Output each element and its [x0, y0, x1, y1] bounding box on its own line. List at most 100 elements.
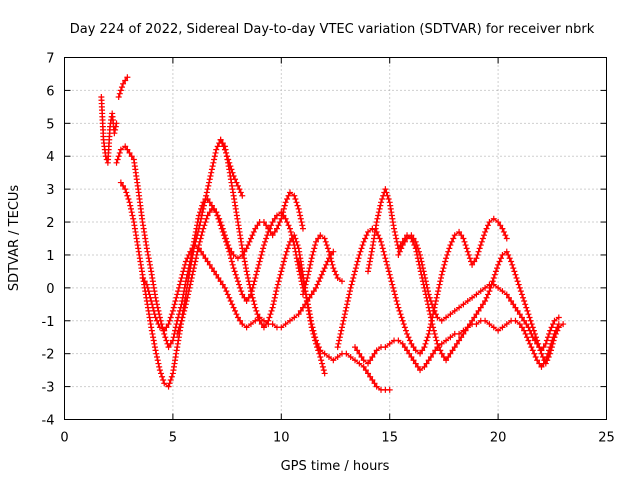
data-point: [324, 245, 331, 252]
data-point: [462, 327, 469, 334]
data-point: [120, 182, 127, 189]
data-point: [274, 281, 281, 288]
series-arc-10: [334, 215, 510, 357]
data-point: [252, 304, 259, 311]
data-point: [163, 324, 170, 331]
data-point: [228, 248, 235, 255]
data-point: [544, 334, 551, 341]
data-point: [148, 298, 155, 305]
data-point: [318, 357, 325, 364]
data-point: [421, 271, 428, 278]
data-point: [303, 278, 310, 285]
data-point: [271, 298, 278, 305]
data-point: [275, 222, 282, 229]
data-point: [126, 149, 133, 156]
data-point: [282, 251, 289, 258]
data-point: [538, 347, 545, 354]
data-point: [206, 209, 213, 216]
data-point: [555, 314, 562, 321]
data-point: [518, 324, 525, 331]
data-point: [198, 215, 205, 222]
data-point: [528, 330, 535, 337]
data-point: [243, 298, 250, 305]
data-point: [334, 353, 341, 360]
data-point: [534, 340, 541, 347]
data-point: [477, 288, 484, 295]
data-point: [391, 228, 398, 235]
data-point: [178, 274, 185, 281]
data-point: [432, 334, 439, 341]
data-point: [310, 327, 317, 334]
data-point: [209, 163, 216, 170]
data-point: [486, 321, 493, 328]
data-point: [369, 377, 376, 384]
data-point: [208, 166, 215, 173]
data-point: [373, 219, 380, 226]
data-point: [208, 169, 215, 176]
data-point: [396, 248, 403, 255]
data-point: [367, 373, 374, 380]
data-point: [339, 278, 346, 285]
data-point: [251, 278, 258, 285]
data-point: [354, 347, 361, 354]
data-point: [551, 334, 558, 341]
data-point: [200, 251, 207, 258]
data-point: [337, 330, 344, 337]
data-point: [447, 334, 454, 341]
data-point: [115, 153, 122, 160]
data-point: [435, 284, 442, 291]
data-point: [323, 242, 330, 249]
data-point: [177, 321, 184, 328]
data-point: [150, 307, 157, 314]
data-point: [243, 324, 250, 331]
data-point: [144, 284, 151, 291]
data-point: [385, 196, 392, 203]
data-point: [544, 357, 551, 364]
data-point: [423, 281, 430, 288]
data-point: [294, 202, 301, 209]
data-point: [293, 199, 300, 206]
data-point: [410, 344, 417, 351]
data-point: [421, 344, 428, 351]
data-point: [280, 258, 287, 265]
data-point: [379, 196, 386, 203]
data-point: [500, 228, 507, 235]
data-point: [233, 311, 240, 318]
data-point: [491, 271, 498, 278]
data-point: [334, 344, 341, 351]
data-point: [492, 268, 499, 275]
data-point: [236, 186, 243, 193]
data-point: [165, 383, 172, 390]
data-point: [283, 248, 290, 255]
data-point: [376, 235, 383, 242]
data-point: [180, 268, 187, 275]
data-point: [442, 258, 449, 265]
data-point: [144, 248, 151, 255]
data-point: [220, 143, 227, 150]
data-point: [305, 304, 312, 311]
data-point: [319, 363, 326, 370]
data-point: [165, 321, 172, 328]
data-point: [365, 265, 372, 272]
data-point: [419, 265, 426, 272]
data-point: [438, 350, 445, 357]
data-point: [304, 274, 311, 281]
data-point: [458, 334, 465, 341]
series-arc-9: [299, 232, 346, 298]
data-point: [189, 271, 196, 278]
data-point: [296, 261, 303, 268]
data-point: [490, 324, 497, 331]
data-point: [169, 337, 176, 344]
data-point: [528, 344, 535, 351]
data-point: [510, 265, 517, 272]
data-point: [152, 347, 159, 354]
data-point: [424, 334, 431, 341]
data-point: [239, 291, 246, 298]
data-point: [280, 261, 287, 268]
data-point: [126, 199, 133, 206]
data-point: [203, 192, 210, 199]
data-point: [440, 265, 447, 272]
data-point: [352, 344, 359, 351]
data-point: [380, 248, 387, 255]
data-point: [397, 311, 404, 318]
